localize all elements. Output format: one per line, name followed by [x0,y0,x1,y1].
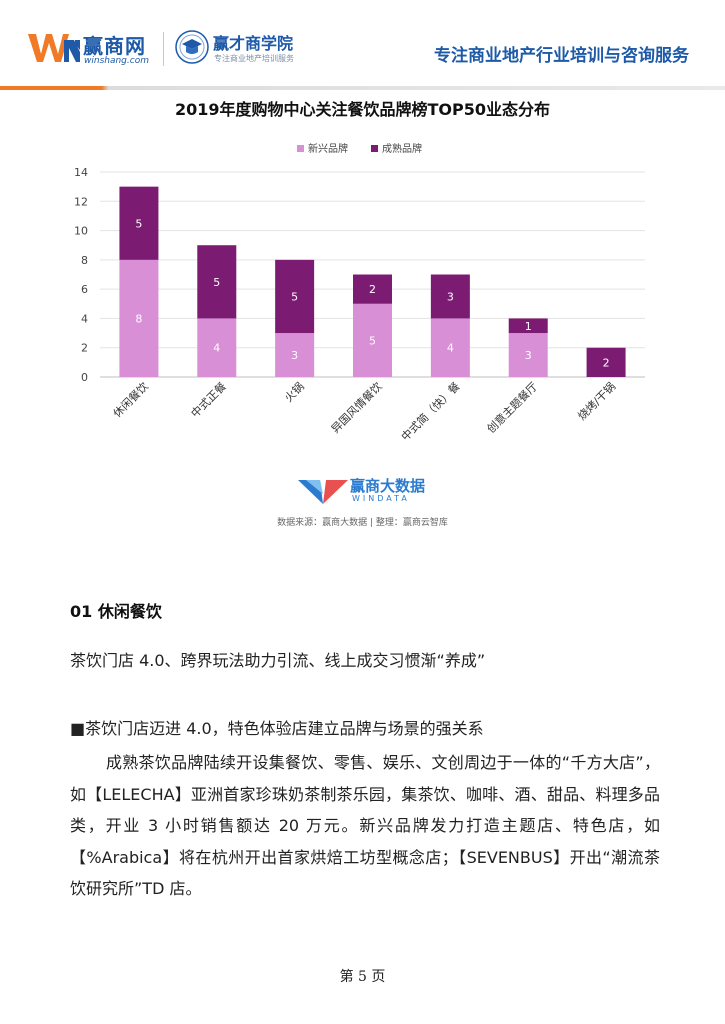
y-tick-label: 4 [81,312,88,325]
chart-title: 2019年度购物中心关注餐饮品牌榜TOP50业态分布 [174,100,551,119]
watermark-sub: WINDATA [352,494,410,503]
bar-value-label: 1 [525,320,532,333]
academy-name: 赢才商学院 [213,34,294,53]
bar-segment [353,274,392,304]
bar-segment [119,259,159,377]
body-paragraph: 成熟茶饮品牌陆续开设集餐饮、零售、娱乐、文创周边于一体的“千方大店”，如【LEL… [70,753,660,898]
header-accent-bar [0,86,725,90]
bar-segment [430,318,470,377]
bar-segment [197,245,237,319]
bar-value-label: 2 [369,283,376,296]
legend-swatch [371,145,378,152]
windata-logo-icon [298,480,348,504]
y-tick-label: 14 [74,166,88,179]
bar-segment [197,318,237,377]
x-tick-label: 火锅 [282,380,307,405]
x-tick-label: 烧烤/干锅 [575,379,619,423]
bar-value-label: 5 [291,290,298,303]
x-tick-label: 中式正餐 [188,379,229,420]
academy-emblem-icon [175,30,209,64]
y-tick-label: 8 [81,254,88,267]
y-tick-label: 10 [74,225,88,238]
bar-segment [119,186,159,260]
bar-value-label: 3 [525,349,532,362]
bar-value-label: 5 [369,334,376,347]
bar-segment [508,318,548,334]
bar-value-label: 2 [603,356,610,369]
windata-watermark: 赢商大数据 WINDATA [298,476,432,506]
bar-value-label: 4 [447,342,454,355]
bar-segment [353,303,392,377]
section-subtitle: 茶饮门店 4.0、跨界玩法助力引流、线上成交习惯渐“养成” [70,651,486,670]
academy-subtitle: 专注商业地产培训服务 [214,54,294,63]
x-tick-label: 中式简（快）餐 [398,379,462,443]
logo-divider [163,32,164,66]
legend-label: 成熟品牌 [382,142,422,155]
bar-value-label: 4 [213,342,220,355]
x-tick-label: 创意主题餐厅 [484,379,541,436]
watermark-name: 赢商大数据 [350,477,426,495]
legend-label: 新兴品牌 [308,142,348,155]
legend-swatch [297,145,304,152]
bar-value-label: 3 [447,290,454,303]
header-tagline: 专注商业地产行业培训与咨询服务 [434,46,689,66]
section-heading: 01 休闲餐饮 [70,602,162,621]
bar-segment [275,333,315,377]
bar-value-label: 5 [135,217,142,230]
bar-value-label: 5 [213,276,220,289]
page-number: 第 5 页 [339,969,386,985]
x-tick-label: 休闲餐饮 [110,379,151,420]
y-tick-label: 12 [74,195,88,208]
page-header: 赢商网 winshang.com 赢才商学院 专注商业地产培训服务 专注商业地产… [0,0,725,90]
brand-name: 赢商网 [83,34,146,58]
bullet-subhead: ■茶饮门店迈进 4.0，特色体验店建立品牌与场景的强关系 [70,719,484,738]
bar-segment [275,259,315,334]
bar-segment [586,347,626,377]
bar-segment [430,274,470,319]
x-tick-label: 异国风情餐饮 [328,379,385,436]
y-tick-label: 0 [81,371,88,384]
bar-segment [508,333,548,377]
chart-source: 数据来源：赢商大数据 | 整理：赢商云智库 [277,518,448,528]
y-tick-label: 6 [81,283,88,296]
bar-value-label: 8 [135,312,142,325]
winshang-logo-icon [28,34,80,62]
y-tick-label: 2 [81,342,88,355]
bar-value-label: 3 [291,349,298,362]
brand-url: winshang.com [84,56,149,66]
